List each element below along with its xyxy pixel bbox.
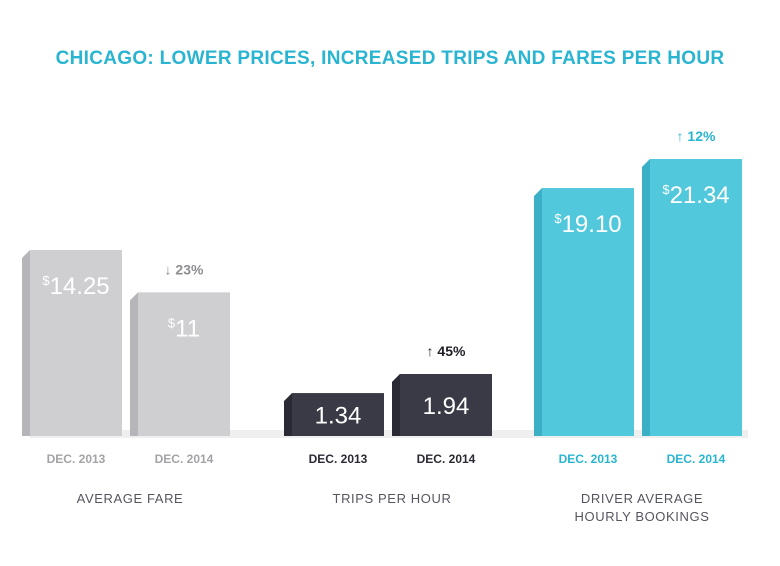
bar-front-face	[138, 292, 230, 436]
category-label: DEC. 2014	[155, 452, 214, 466]
currency-symbol: $	[554, 211, 562, 226]
value-number: 21.34	[670, 182, 730, 209]
arrow-down-icon: ↓	[165, 261, 176, 277]
change-indicator: ↑ 45%	[427, 343, 466, 359]
bar-value-label: $11	[168, 315, 200, 342]
bar-side-face	[534, 188, 542, 436]
bar-1-2	[130, 292, 230, 436]
bar-side-face	[22, 250, 30, 436]
currency-symbol: $	[662, 182, 670, 197]
bar-value-label: $21.34	[662, 182, 729, 209]
change-indicator: ↓ 23%	[165, 261, 204, 277]
group-label: HOURLY BOOKINGS	[575, 509, 710, 524]
category-label: DEC. 2014	[667, 452, 726, 466]
category-label: DEC. 2013	[47, 452, 106, 466]
change-percent: 45%	[437, 343, 466, 359]
value-number: 11	[175, 315, 200, 342]
arrow-up-icon: ↑	[427, 343, 438, 359]
bar-value-label: $19.10	[554, 211, 621, 238]
arrow-up-icon: ↑	[677, 128, 688, 144]
bar-value-label: 1.34	[315, 403, 362, 430]
bar-front-face	[400, 374, 492, 436]
bar-side-face	[642, 159, 650, 436]
bar-1-1	[22, 250, 122, 436]
category-label: DEC. 2013	[309, 452, 368, 466]
value-number: 14.25	[50, 273, 110, 300]
value-number: 19.10	[562, 211, 622, 238]
bar-side-face	[284, 393, 292, 436]
chart-title: CHICAGO: LOWER PRICES, INCREASED TRIPS A…	[56, 48, 725, 69]
bar-2-1	[284, 393, 384, 436]
bar-value-label: 1.94	[423, 393, 470, 420]
currency-symbol: $	[168, 315, 176, 330]
bar-side-face	[130, 292, 138, 436]
group-label: DRIVER AVERAGE	[581, 491, 703, 506]
bar-front-face	[292, 393, 384, 436]
bar-front-face	[650, 159, 742, 436]
category-label: DEC. 2013	[559, 452, 618, 466]
currency-symbol: $	[42, 273, 50, 288]
bar-3-2	[642, 159, 742, 436]
bar-side-face	[392, 374, 400, 436]
bar-value-label: $14.25	[42, 273, 109, 300]
floor-strip	[30, 430, 748, 438]
group-label: AVERAGE FARE	[77, 491, 184, 506]
bar-2-2	[392, 374, 492, 436]
change-percent: 12%	[687, 128, 716, 144]
bar-front-face	[542, 188, 634, 436]
plot-area: $14.25 DEC. 2013 $11 DEC. 2014 ↓ 23% AVERAGE …	[22, 128, 748, 524]
bar-front-face	[30, 250, 122, 436]
change-percent: 23%	[175, 261, 204, 277]
change-indicator: ↑ 12%	[677, 128, 716, 144]
group-label: TRIPS PER HOUR	[333, 491, 452, 506]
category-label: DEC. 2014	[417, 452, 476, 466]
bar-3-1	[534, 188, 634, 436]
